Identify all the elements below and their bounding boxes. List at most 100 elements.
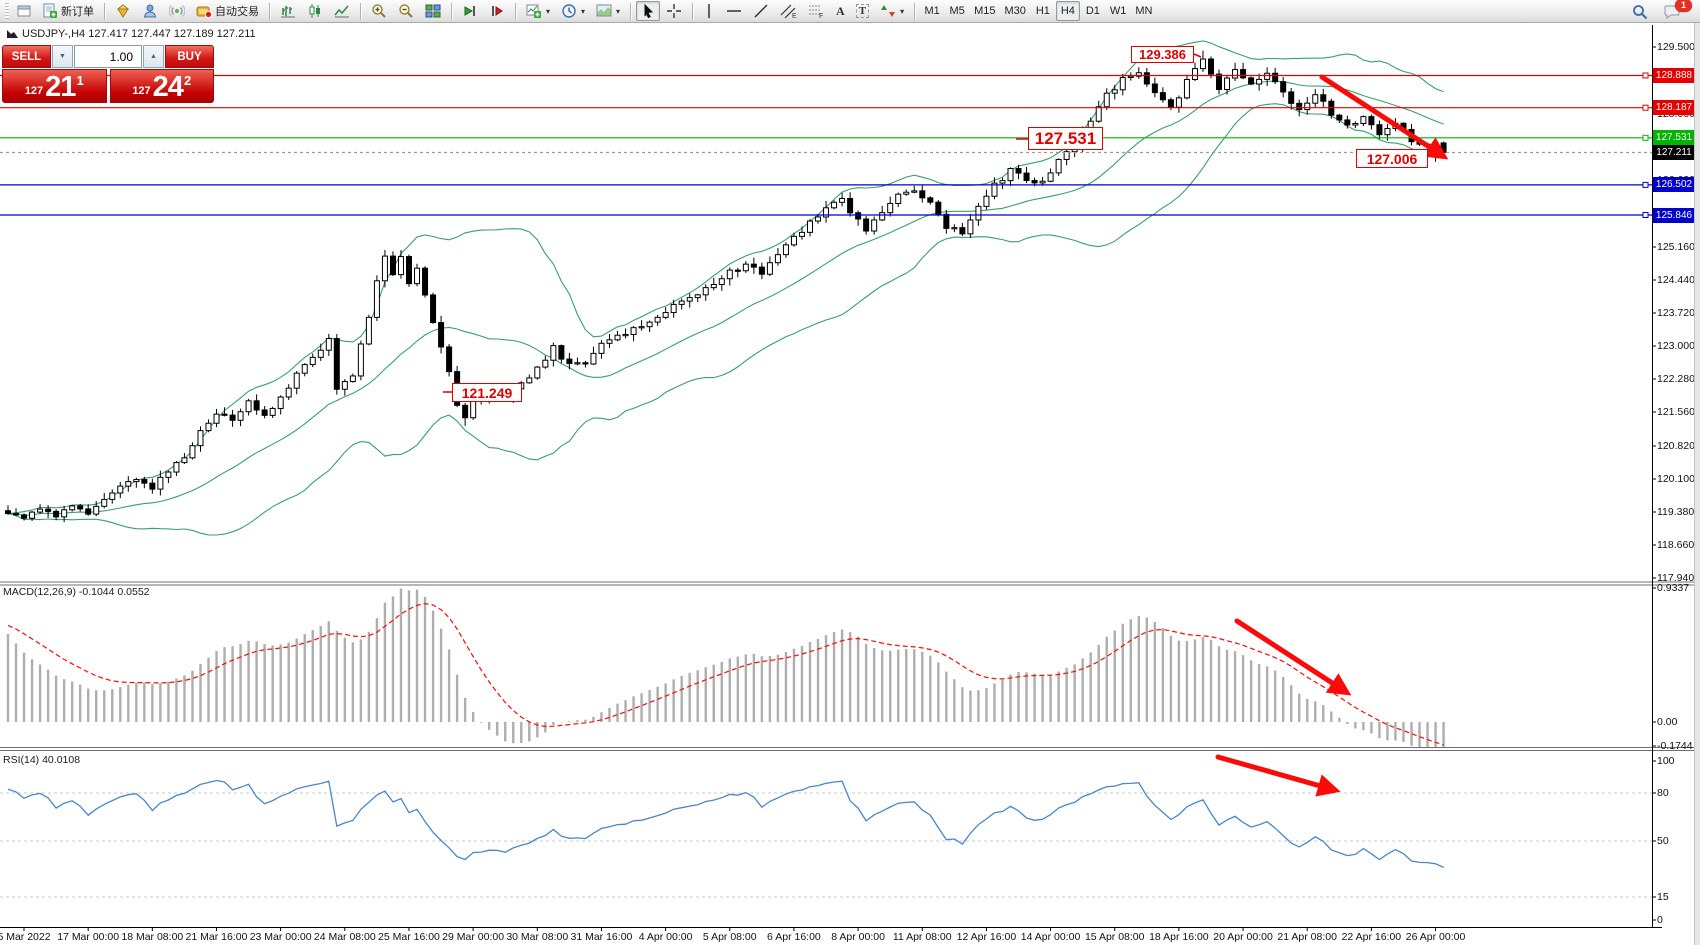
candle-body bbox=[1248, 77, 1255, 85]
candle-body bbox=[1224, 77, 1231, 90]
candle-body bbox=[1360, 116, 1367, 125]
timeframe-m30[interactable]: M30 bbox=[1000, 1, 1029, 21]
channel-tool-button[interactable]: E bbox=[775, 1, 802, 21]
candle-body bbox=[622, 334, 629, 337]
dropdown-caret: ▾ bbox=[616, 6, 621, 16]
label-tool-button[interactable]: T bbox=[851, 1, 874, 21]
candle-body bbox=[774, 254, 781, 264]
buy-button[interactable]: BUY bbox=[165, 45, 214, 68]
candle-body bbox=[1119, 77, 1126, 91]
candle-body bbox=[694, 294, 701, 299]
price-annotation-label[interactable]: 121.249 bbox=[452, 383, 522, 402]
timeframe-m1[interactable]: M1 bbox=[920, 1, 944, 21]
vline-tool-button[interactable] bbox=[698, 1, 720, 21]
trendline-tool-button[interactable] bbox=[748, 1, 774, 21]
volume-input[interactable]: 1.00 bbox=[74, 45, 142, 68]
zoom-out-button[interactable] bbox=[393, 1, 419, 21]
volume-increase-button[interactable]: ▲ bbox=[143, 45, 164, 68]
candle-body bbox=[77, 505, 84, 510]
hline-tool-button[interactable] bbox=[721, 1, 747, 21]
price-annotation-label[interactable]: 127.531 bbox=[1028, 127, 1103, 150]
line-handle[interactable] bbox=[1642, 104, 1649, 111]
candle-body bbox=[566, 358, 573, 365]
arrows-tool-button[interactable]: ▾ bbox=[875, 1, 909, 21]
candle-body bbox=[550, 345, 557, 361]
rsi-tick-label: 100 bbox=[1657, 755, 1675, 767]
time-axis-label: 30 Mar 08:00 bbox=[506, 931, 569, 943]
notifications-button[interactable]: 1 bbox=[1659, 0, 1692, 22]
timeframe-m5[interactable]: M5 bbox=[945, 1, 969, 21]
cursor-tool-button[interactable] bbox=[636, 1, 661, 21]
text-a-icon: A bbox=[836, 3, 845, 18]
time-axis-label: 4 Apr 00:00 bbox=[638, 931, 693, 943]
crosshair-tool-button[interactable] bbox=[661, 1, 687, 21]
candle-body bbox=[1288, 91, 1295, 104]
dropdown-caret: ▾ bbox=[581, 6, 586, 16]
trend-arrow[interactable] bbox=[1215, 754, 1341, 797]
templates-button[interactable]: ▾ bbox=[591, 1, 625, 21]
separator bbox=[104, 2, 105, 20]
trend-arrow[interactable] bbox=[1234, 618, 1352, 696]
time-axis-label: 11 Apr 08:00 bbox=[892, 931, 952, 943]
line-handle[interactable] bbox=[1642, 181, 1649, 188]
text-tool-button[interactable]: A bbox=[831, 1, 850, 21]
crosshair-icon bbox=[667, 4, 682, 18]
candle-body bbox=[662, 312, 669, 318]
candle-body bbox=[1312, 94, 1319, 104]
timeframe-h4[interactable]: H4 bbox=[1055, 1, 1080, 21]
autotrade-button[interactable]: 自动交易 bbox=[191, 1, 264, 21]
bar-chart-button[interactable] bbox=[275, 1, 301, 21]
candle-body bbox=[903, 191, 910, 195]
market-watch-button[interactable] bbox=[110, 1, 136, 21]
toolbar-grip[interactable] bbox=[5, 3, 9, 19]
profile-button[interactable] bbox=[137, 1, 163, 21]
tile-windows-button[interactable] bbox=[420, 1, 446, 21]
sell-price-prefix: 127 bbox=[24, 85, 44, 97]
trend-arrow[interactable] bbox=[1319, 74, 1449, 160]
line-handle[interactable] bbox=[1642, 72, 1649, 79]
buy-price-panel[interactable]: 127 24 2 bbox=[109, 69, 214, 103]
fibonacci-tool-button[interactable]: F bbox=[803, 1, 830, 21]
toolbar-right-group: 1 bbox=[1627, 0, 1692, 22]
timeframe-mn[interactable]: MN bbox=[1131, 1, 1156, 21]
timeframe-d1[interactable]: D1 bbox=[1081, 1, 1105, 21]
time-axis-label: 25 Mar 16:00 bbox=[378, 931, 440, 943]
candle-body bbox=[389, 255, 396, 276]
price-annotation-label[interactable]: 127.006 bbox=[1356, 149, 1428, 168]
candle-body bbox=[678, 300, 685, 305]
timeframe-m15[interactable]: M15 bbox=[970, 1, 999, 21]
volume-decrease-button[interactable]: ▼ bbox=[52, 45, 73, 68]
timeframe-w1[interactable]: W1 bbox=[1106, 1, 1131, 21]
signal-button[interactable] bbox=[164, 1, 190, 21]
sell-price-panel[interactable]: 127 21 1 bbox=[2, 69, 107, 103]
candle-body bbox=[1183, 79, 1190, 99]
periods-button[interactable]: ▾ bbox=[556, 1, 590, 21]
price-annotation-label[interactable]: 129.386 bbox=[1131, 46, 1194, 63]
buy-price-superscript: 2 bbox=[183, 73, 192, 88]
candlestick-chart-button[interactable] bbox=[302, 1, 328, 21]
candle-body bbox=[61, 509, 68, 518]
candle-body bbox=[718, 278, 725, 285]
sell-button[interactable]: SELL bbox=[2, 45, 51, 68]
line-handle[interactable] bbox=[1642, 134, 1649, 141]
profile-icon bbox=[143, 4, 157, 18]
line-chart-button[interactable] bbox=[329, 1, 355, 21]
zoom-in-button[interactable] bbox=[366, 1, 392, 21]
time-axis-label: 24 Mar 08:00 bbox=[313, 931, 376, 943]
line-handle[interactable] bbox=[1642, 212, 1649, 218]
candle-body bbox=[293, 372, 300, 389]
candle-body bbox=[919, 190, 926, 199]
price-tick-label: 123.720 bbox=[1657, 307, 1695, 319]
new-order-button[interactable]: 新订单 bbox=[37, 1, 99, 21]
clock-icon bbox=[562, 4, 576, 18]
auto-scroll-button[interactable] bbox=[457, 1, 483, 21]
candle-body bbox=[959, 227, 966, 235]
candle-body bbox=[1007, 168, 1014, 182]
chart-shift-button[interactable] bbox=[484, 1, 510, 21]
candle-body bbox=[855, 212, 862, 220]
autotrade-icon bbox=[196, 6, 212, 19]
search-button[interactable] bbox=[1627, 2, 1653, 22]
indicators-button[interactable]: ▾ bbox=[521, 1, 555, 21]
timeframe-h1[interactable]: H1 bbox=[1031, 1, 1055, 21]
